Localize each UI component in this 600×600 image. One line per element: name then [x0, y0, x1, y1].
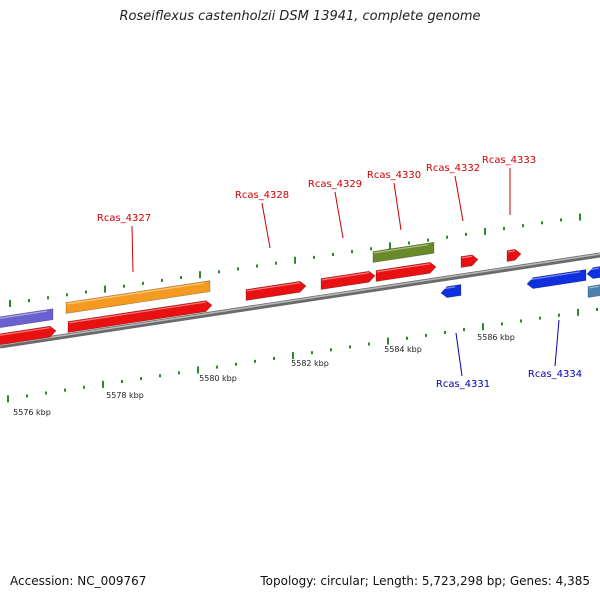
purple-feature-block [0, 308, 54, 329]
lower-tick-track [7, 307, 598, 403]
cds-forward-gene-4330 [375, 261, 437, 282]
steel-feature-block [587, 284, 600, 298]
callout-line-forward [334, 191, 344, 239]
callout-line-forward [454, 175, 464, 222]
callout-line-forward [261, 202, 271, 249]
orange-feature-block [65, 280, 211, 314]
cds-forward-gene-4332 [460, 254, 479, 268]
cds-forward-gene-4326 [0, 325, 57, 346]
cds-forward-gene-4329 [320, 270, 376, 290]
green-feature-block [372, 241, 435, 263]
page-title: Roseiflexus castenholzii DSM 13941, comp… [119, 9, 481, 24]
gene-label-forward: Rcas_4333 [482, 155, 536, 166]
scale-labels: 5576 kbp 5578 kbp 5580 kbp 5582 kbp 5584 kbp… [13, 333, 515, 417]
scale-label: 5584 kbp [384, 345, 422, 354]
callout-line-forward [131, 225, 134, 273]
accession-text: Accession: NC_009767 [10, 574, 147, 588]
upper-tick-track [9, 213, 581, 307]
cds-reverse-gene-4334-highlight [527, 271, 581, 281]
gene-label-forward: Rcas_4328 [235, 190, 289, 201]
callout-line-reverse [455, 332, 463, 377]
cds-forward-gene-4333-highlight [507, 250, 516, 253]
scale-label: 5582 kbp [291, 359, 329, 368]
cds-reverse-gene-4335-highlight [587, 267, 600, 271]
feature-track [0, 241, 600, 346]
cds-reverse-gene-4331-highlight [441, 286, 456, 290]
gene-label-forward: Rcas_4327 [97, 213, 151, 224]
cds-forward-gene-4330-highlight [376, 263, 431, 273]
cds-forward-gene-4327-highlight [68, 301, 207, 324]
cds-forward-gene-4328-highlight [246, 282, 301, 292]
cds-forward-gene-4328 [245, 280, 307, 301]
cds-forward-gene-4326-highlight [0, 327, 51, 336]
gene-callouts: Rcas_4327 Rcas_4328 Rcas_4329 Rcas_4330 Rcas… [97, 155, 582, 390]
callout-line-forward [393, 182, 402, 231]
gene-label-forward: Rcas_4332 [426, 163, 480, 174]
scale-label: 5586 kbp [477, 333, 515, 342]
cds-reverse-gene-4335 [586, 266, 600, 279]
gene-label-forward: Rcas_4329 [308, 179, 362, 190]
callout-line-reverse [554, 319, 560, 367]
scale-label: 5580 kbp [199, 374, 237, 383]
purple-feature-block-highlight [0, 310, 48, 319]
cds-forward-gene-4332-highlight [461, 255, 473, 259]
gene-label-forward: Rcas_4330 [367, 170, 421, 181]
gene-label-reverse: Rcas_4331 [436, 379, 490, 390]
cds-reverse-gene-4331 [440, 284, 462, 298]
steel-feature-block-highlight [588, 285, 600, 289]
genome-summary-text: Topology: circular; Length: 5,723,298 bp… [260, 574, 590, 588]
cds-forward-gene-4327 [67, 300, 213, 333]
green-feature-block-highlight [373, 244, 429, 254]
cds-forward-gene-4329-highlight [321, 272, 370, 281]
cds-reverse-gene-4334 [526, 269, 587, 289]
genome-backbone [0, 252, 600, 349]
gene-label-reverse: Rcas_4334 [528, 369, 582, 380]
scale-label: 5578 kbp [106, 391, 144, 400]
orange-feature-block-highlight [66, 282, 205, 305]
cds-forward-gene-4333 [506, 248, 522, 262]
scale-label: 5576 kbp [13, 408, 51, 417]
